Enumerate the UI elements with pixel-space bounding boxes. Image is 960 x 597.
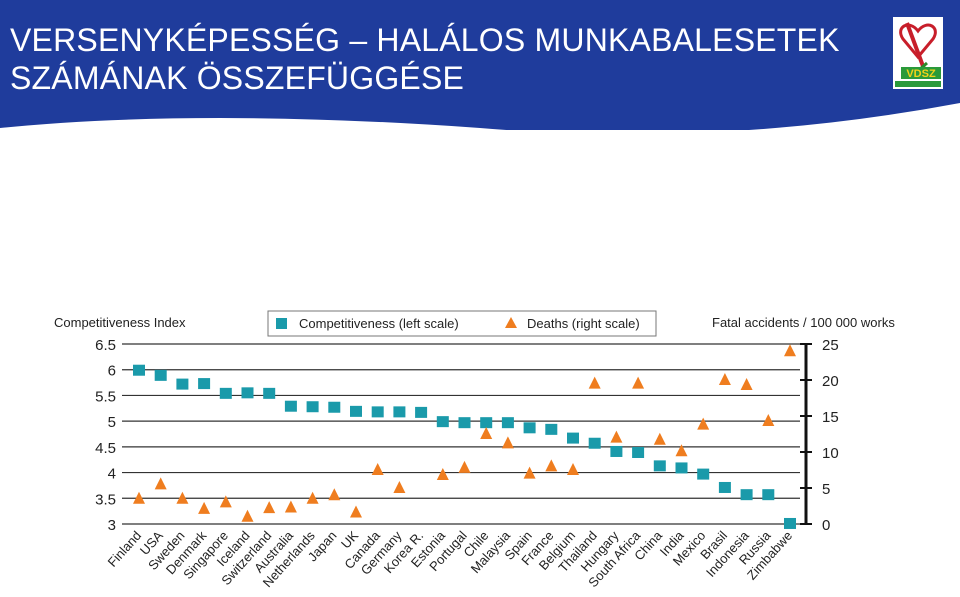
left-tick-label: 5: [108, 414, 116, 431]
competitiveness-point: [480, 417, 493, 429]
vdsz-logo: VDSZ: [893, 17, 943, 89]
deaths-point: [436, 468, 449, 481]
deaths-point: [306, 491, 319, 504]
competitiveness-point: [219, 387, 232, 399]
deaths-point: [653, 432, 666, 445]
competitiveness-point: [241, 387, 254, 399]
deaths-point: [154, 477, 167, 490]
competitiveness-point: [675, 462, 688, 474]
competitiveness-point: [436, 416, 449, 428]
deaths-point: [697, 417, 710, 430]
left-tick-label: 3: [108, 517, 116, 534]
deaths-point: [284, 500, 297, 513]
competitiveness-point: [523, 422, 536, 434]
competitiveness-point: [306, 401, 319, 413]
right-tick-label: 20: [822, 373, 839, 390]
page-title-line-2: SZÁMÁNAK ÖSSZEFÜGGÉSE: [10, 60, 465, 96]
competitiveness-point: [176, 378, 189, 390]
competitiveness-point: [458, 417, 471, 429]
competitiveness-point: [328, 401, 341, 413]
legend-deaths-label: Deaths (right scale): [527, 316, 640, 331]
left-tick-label: 3.5: [95, 491, 116, 508]
deaths-point: [219, 495, 232, 508]
deaths-point: [523, 466, 536, 479]
legend-box: [267, 310, 657, 337]
competitiveness-point: [154, 369, 167, 381]
competitiveness-point: [632, 447, 645, 458]
deaths-point: [350, 505, 362, 518]
competitiveness-point: [567, 432, 579, 444]
right-tick-label: 15: [822, 409, 839, 426]
competitiveness-point: [415, 406, 428, 418]
deaths-point: [480, 427, 493, 439]
deaths-point: [610, 430, 623, 443]
right-axis-title: Fatal accidents / 100 000 works: [712, 315, 895, 330]
competitiveness-deaths-chart: Competitiveness Index Fatal accidents / …: [54, 310, 895, 590]
banner-background: [0, 0, 960, 130]
right-tick-label: 0: [822, 517, 830, 534]
competitiveness-point: [784, 517, 796, 529]
deaths-point: [740, 378, 753, 391]
chart-legend: Competitiveness (left scale) Deaths (rig…: [267, 310, 657, 337]
deaths-point: [133, 491, 145, 504]
deaths-point: [632, 376, 645, 389]
right-tick-label: 10: [822, 445, 839, 462]
competitiveness-point: [610, 445, 623, 457]
deaths-point: [328, 488, 341, 501]
right-tick-label: 25: [822, 337, 839, 354]
legend-triangle-marker: [505, 317, 517, 328]
competitiveness-point: [284, 400, 297, 412]
left-tick-label: 6.5: [95, 337, 116, 354]
competitiveness-point: [263, 387, 276, 399]
left-tick-label: 4.5: [95, 440, 116, 457]
competitiveness-point: [501, 417, 514, 429]
competitiveness-point: [545, 423, 558, 435]
left-axis-title: Competitiveness Index: [54, 315, 186, 330]
deaths-point: [241, 509, 254, 522]
page-title-line-1: VERSENYKÉPESSÉG – HALÁLOS MUNKABALESETEK: [10, 22, 840, 58]
competitiveness-point: [697, 468, 710, 480]
deaths-point: [784, 344, 796, 357]
deaths-point: [176, 491, 189, 504]
deaths-point: [501, 436, 514, 449]
left-tick-label: 4: [108, 466, 116, 483]
deaths-point: [675, 444, 688, 457]
competitiveness-point: [718, 481, 731, 493]
deaths-point: [371, 463, 384, 475]
competitiveness-point: [740, 489, 753, 501]
competitiveness-point: [588, 437, 601, 449]
competitiveness-point: [393, 406, 406, 418]
right-tick-label: 5: [822, 481, 830, 498]
left-tick-label: 6: [108, 363, 116, 380]
deaths-point: [588, 376, 601, 389]
deaths-point: [762, 414, 775, 427]
deaths-point: [263, 501, 276, 514]
deaths-point: [393, 481, 406, 493]
header-banner: VERSENYKÉPESSÉG – HALÁLOS MUNKABALESETEK…: [0, 0, 960, 130]
legend-square-marker: [276, 318, 287, 329]
legend-competitiveness-label: Competitiveness (left scale): [299, 316, 459, 331]
deaths-point: [718, 373, 731, 385]
deaths-point: [545, 459, 558, 472]
deaths-point: [458, 460, 471, 473]
svg-text:VDSZ: VDSZ: [906, 68, 936, 80]
competitiveness-point: [653, 460, 666, 472]
competitiveness-point: [198, 378, 211, 390]
competitiveness-point: [762, 489, 775, 501]
left-tick-label: 5.5: [95, 388, 116, 405]
competitiveness-point: [350, 405, 362, 417]
competitiveness-point: [133, 364, 145, 376]
competitiveness-point: [371, 406, 384, 418]
deaths-point: [198, 501, 211, 514]
deaths-point: [567, 463, 579, 475]
